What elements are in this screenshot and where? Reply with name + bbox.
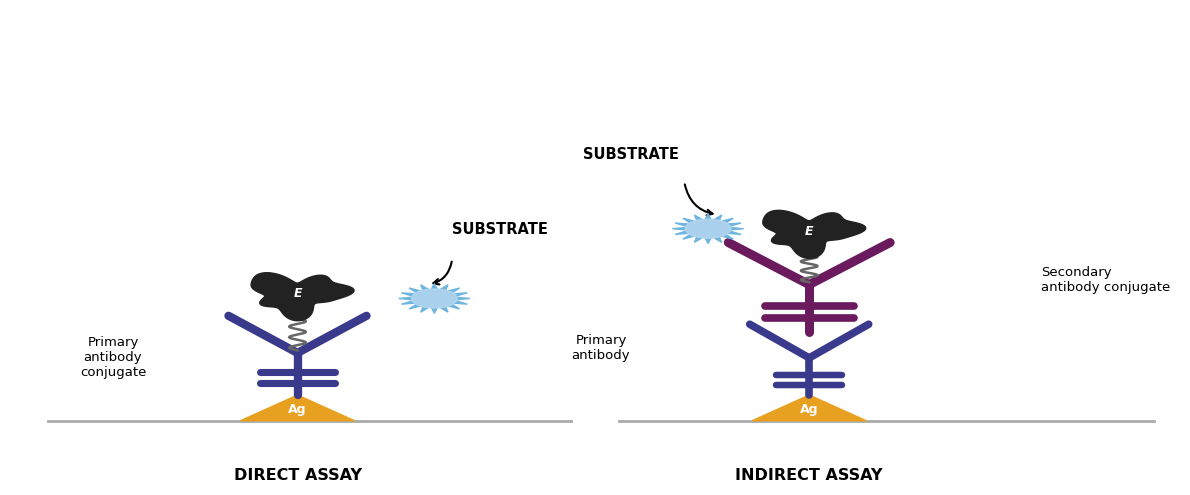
- Polygon shape: [240, 395, 355, 421]
- Text: SUBSTRATE: SUBSTRATE: [452, 222, 547, 237]
- Text: SUBSTRATE: SUBSTRATE: [583, 147, 678, 162]
- Text: DIRECT ASSAY: DIRECT ASSAY: [233, 468, 362, 483]
- Polygon shape: [399, 284, 470, 313]
- Text: INDIRECT ASSAY: INDIRECT ASSAY: [735, 468, 883, 483]
- Text: E: E: [293, 287, 302, 300]
- Text: Primary
antibody: Primary antibody: [571, 334, 631, 362]
- Text: Secondary
antibody conjugate: Secondary antibody conjugate: [1041, 266, 1171, 294]
- Polygon shape: [763, 210, 866, 258]
- Polygon shape: [672, 214, 744, 244]
- Text: Primary
antibody
conjugate: Primary antibody conjugate: [80, 337, 146, 379]
- Circle shape: [412, 289, 457, 308]
- Polygon shape: [251, 273, 355, 321]
- Polygon shape: [752, 395, 866, 421]
- Text: Ag: Ag: [800, 403, 819, 416]
- Text: Ag: Ag: [288, 403, 307, 416]
- Text: E: E: [804, 225, 814, 238]
- Circle shape: [685, 219, 731, 238]
